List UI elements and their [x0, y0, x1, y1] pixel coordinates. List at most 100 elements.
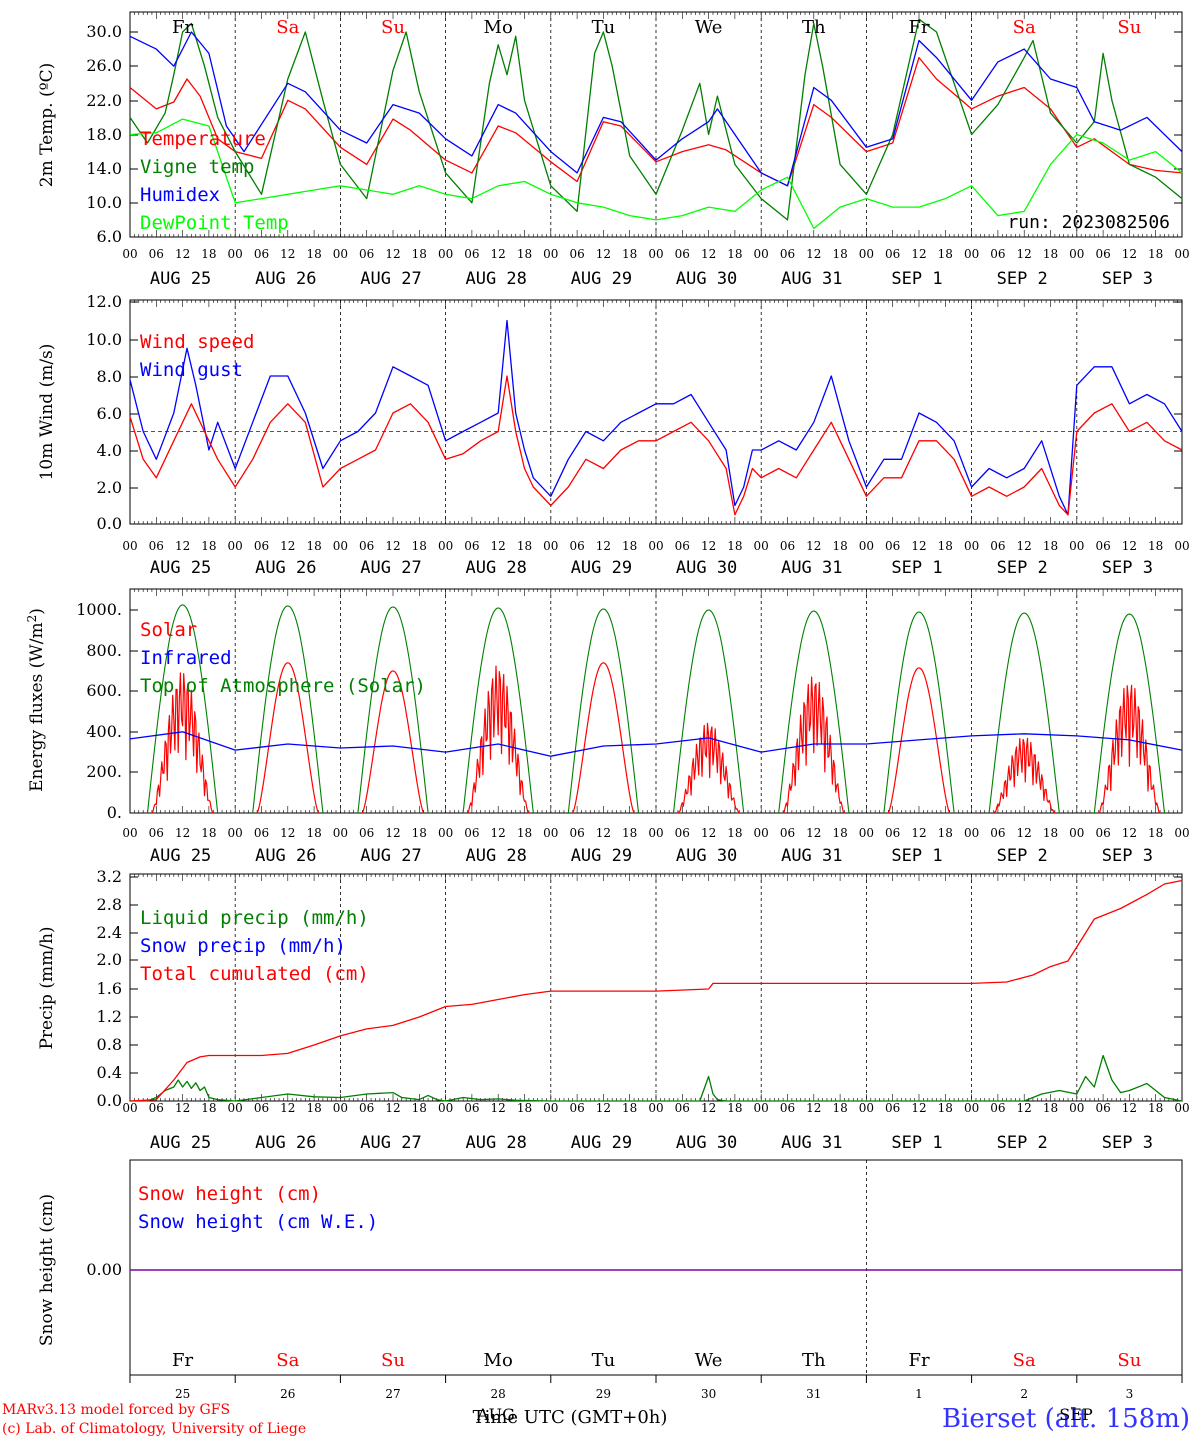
y-tick-label: 10.0	[86, 193, 122, 212]
solar-day-5	[572, 662, 635, 814]
hour-label: 12	[1017, 539, 1032, 553]
weekday-label: Sa	[276, 1350, 299, 1371]
day-number: 1	[915, 1387, 923, 1401]
legend-entry: DewPoint Temp	[140, 212, 289, 234]
toa-solar-day-4	[462, 607, 534, 814]
hour-label: 00	[333, 539, 348, 553]
hour-label: 06	[149, 826, 164, 840]
y-tick-label: 4.0	[97, 441, 122, 460]
hour-label: 06	[569, 539, 584, 553]
panel-frame	[129, 11, 1183, 238]
hour-label: 12	[1017, 247, 1032, 261]
legend-entry: Wind speed	[140, 331, 254, 353]
series-wind-gust	[129, 319, 1183, 516]
hour-label: 00	[754, 1101, 769, 1115]
y-tick-label: 0.0	[97, 514, 122, 533]
hour-label: 00	[333, 247, 348, 261]
date-label: AUG 28	[465, 558, 526, 578]
y-tick-label: 0.0	[97, 1091, 122, 1110]
weekday-label: Fr	[908, 1350, 929, 1371]
date-label: AUG 29	[571, 269, 632, 289]
y-tick-label: 2.8	[97, 895, 122, 914]
hour-label: 06	[254, 826, 269, 840]
weekday-label: Sa	[276, 17, 299, 38]
y-tick-label: 12.0	[86, 292, 122, 311]
hour-label: 18	[517, 247, 532, 261]
y-tick-label: 0.	[107, 803, 122, 822]
date-label: AUG 25	[150, 269, 211, 289]
day-number: 29	[596, 1387, 611, 1401]
hour-label: 06	[885, 826, 900, 840]
hour-label: 12	[385, 539, 400, 553]
hour-label: 06	[1095, 1101, 1110, 1115]
hour-label: 12	[596, 1101, 611, 1115]
weekday-label: Sa	[1013, 17, 1036, 38]
hour-label: 06	[359, 826, 374, 840]
legend-entry: Vigne temp	[140, 156, 254, 178]
hour-label: 00	[1174, 1101, 1189, 1115]
y-tick-label: 400.	[86, 722, 122, 741]
series-liquid-precip-mm-h-	[130, 1054, 1183, 1102]
hour-label: 18	[1148, 247, 1163, 261]
hour-label: 06	[359, 247, 374, 261]
day-number: 26	[280, 1387, 295, 1401]
hour-label: 12	[1017, 1101, 1032, 1115]
hour-label: 00	[1069, 1101, 1084, 1115]
hour-label: 18	[727, 826, 742, 840]
hour-label: 18	[201, 826, 216, 840]
hour-label: 12	[175, 1101, 190, 1115]
hour-label: 00	[754, 826, 769, 840]
day-number: 31	[806, 1387, 821, 1401]
credit-line-2: (c) Lab. of Climatology, University of L…	[2, 1421, 306, 1437]
legend-entry: Snow precip (mm/h)	[140, 935, 346, 957]
hour-label: 18	[938, 826, 953, 840]
date-label: AUG 31	[781, 1133, 842, 1153]
panel-3: 00 06 12 18 00 06 12 18 00 06 12 18 00 06 12 18 00 06 12 18…	[25, 588, 1190, 866]
hour-label: 12	[701, 826, 716, 840]
hour-label: 18	[1043, 247, 1058, 261]
date-label: AUG 29	[571, 1133, 632, 1153]
hour-label: 00	[543, 826, 558, 840]
toa-solar-day-8	[883, 611, 955, 814]
hour-label: 06	[675, 1101, 690, 1115]
hour-label: 06	[990, 539, 1005, 553]
solar-day-3	[361, 670, 425, 814]
hour-label: 12	[491, 247, 506, 261]
hour-label: 06	[464, 539, 479, 553]
solar-day-8	[887, 667, 951, 814]
hour-label: 00	[122, 539, 137, 553]
hour-label: 18	[306, 1101, 321, 1115]
y-tick-label: 14.0	[86, 159, 122, 178]
hour-label: 00	[859, 539, 874, 553]
y-tick-label: 0.4	[97, 1063, 122, 1082]
legend-entry: Total cumulated (cm)	[140, 963, 369, 985]
hour-label: 18	[832, 247, 847, 261]
y-tick-label: 200.	[86, 762, 122, 781]
legend-entry: Snow height (cm W.E.)	[138, 1211, 378, 1233]
hour-label: 12	[911, 539, 926, 553]
date-label: AUG 25	[150, 846, 211, 866]
footer: MARv3.13 model forced by GFS (c) Lab. of…	[2, 1402, 1190, 1437]
hour-label: 18	[517, 1101, 532, 1115]
weekday-label: Su	[1117, 17, 1141, 38]
y-tick-label: 0.00	[86, 1260, 122, 1279]
run-annotation: run: 2023082506	[1007, 212, 1170, 233]
legend-entry: Wind gust	[140, 359, 243, 381]
toa-solar-day-10	[1093, 613, 1166, 814]
y-axis-label: Energy fluxes (W/m2)	[25, 608, 47, 792]
hour-label: 12	[596, 539, 611, 553]
hour-label: 18	[938, 539, 953, 553]
y-tick-label: 0.8	[97, 1035, 122, 1054]
hour-label: 12	[280, 539, 295, 553]
hour-label: 00	[964, 247, 979, 261]
weekday-label: Fr	[172, 17, 193, 38]
y-tick-label: 6.0	[97, 404, 122, 423]
weekday-label: We	[695, 1350, 723, 1371]
legend-entry: Snow height (cm)	[138, 1183, 321, 1205]
hour-label: 00	[333, 826, 348, 840]
toa-solar-day-9	[988, 612, 1060, 814]
hour-label: 00	[438, 826, 453, 840]
date-label: AUG 26	[255, 558, 316, 578]
hour-label: 06	[254, 247, 269, 261]
hour-label: 00	[228, 826, 243, 840]
